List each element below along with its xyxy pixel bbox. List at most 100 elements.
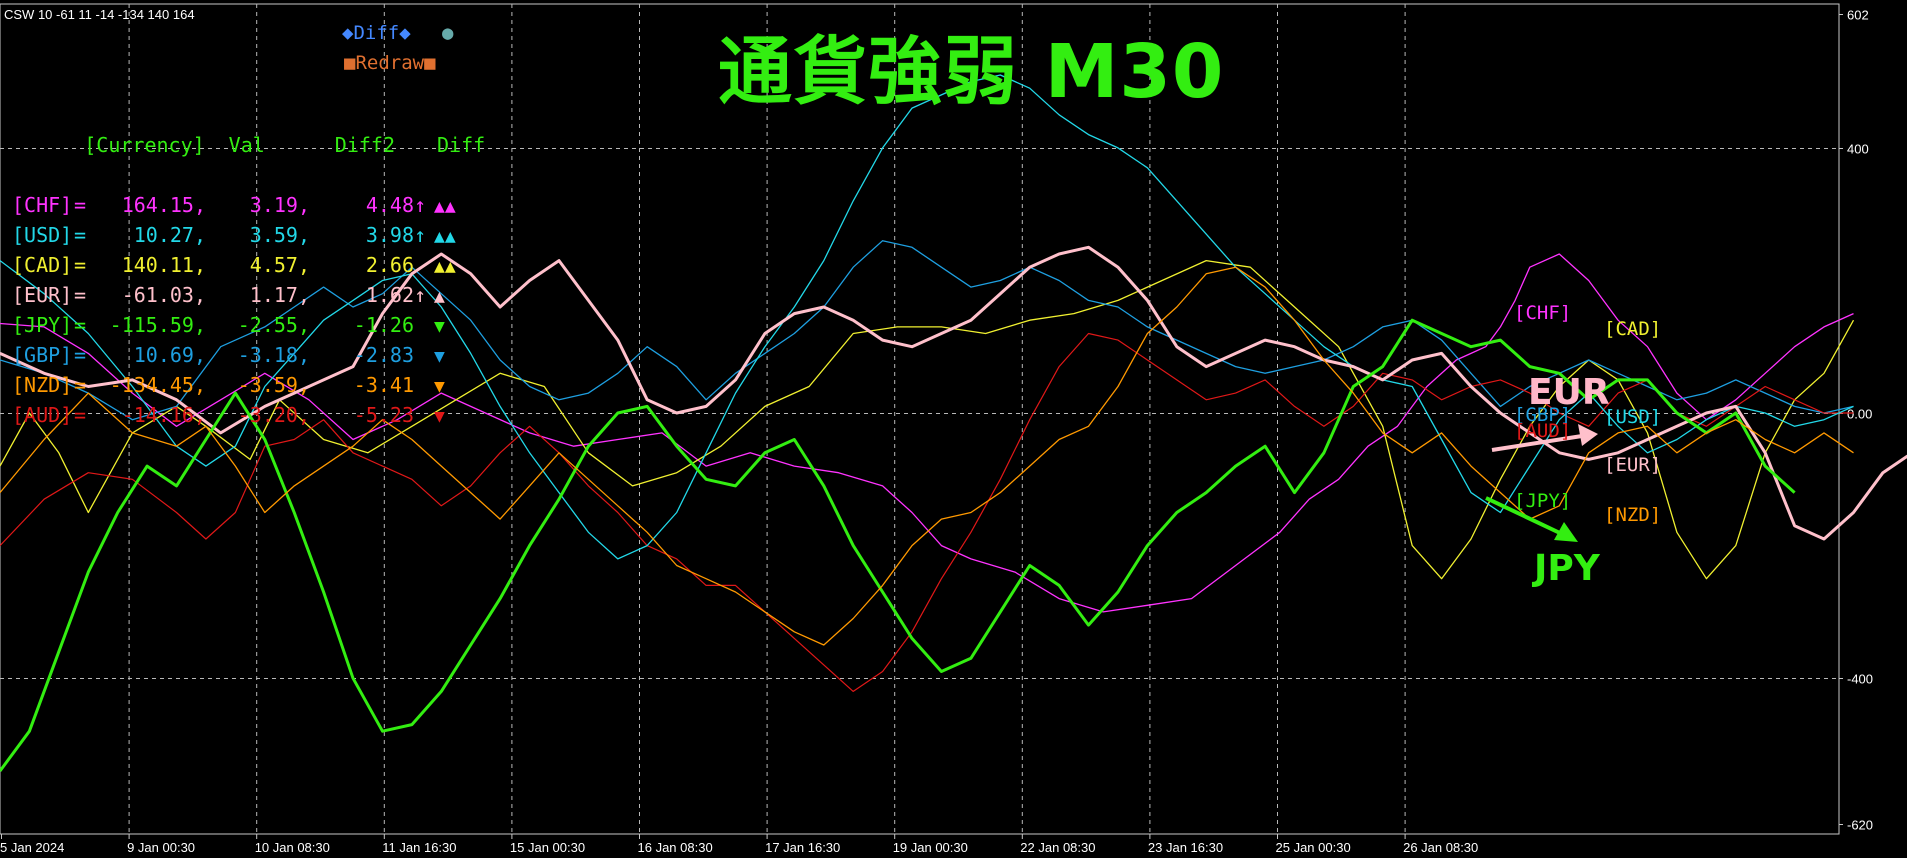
diff-button[interactable]: ◆Diff◆ (342, 22, 411, 44)
row-currency: [USD] (12, 223, 73, 247)
row-val: -61.03, (121, 283, 206, 307)
right-label-nzd: [NZD] (1604, 504, 1662, 526)
row-currency: [GBP] (12, 343, 73, 367)
plot-frame (0, 3, 1840, 835)
row-trend-icon: ▲▲ (434, 196, 456, 217)
right-label-cad: [CAD] (1604, 318, 1662, 340)
y-tick-label: 400 (1847, 142, 1869, 157)
y-tick-label: -400 (1847, 672, 1873, 687)
row-val: 140.11, (121, 253, 206, 277)
eur-arrow-line (1491, 434, 1583, 452)
jpy-annotation: JPY (1534, 548, 1600, 589)
table-row: [CHF]= 164.15, 3.19, 4.48↑ ▲▲ (12, 190, 494, 220)
row-diff: -2.83 (353, 343, 414, 367)
row-diff: 2.66 (365, 253, 414, 277)
series-line-jpy (0, 318, 1796, 772)
row-currency: [CAD] (12, 253, 73, 277)
row-eq: = (74, 313, 87, 337)
table-row: [AUD]= -14.16, -3.20, -5.23 ▼ (12, 400, 494, 430)
series-line-usd (0, 74, 1854, 560)
row-val: 10.27, (133, 223, 206, 247)
eur-arrow-head (1578, 424, 1598, 446)
row-eq: = (74, 403, 87, 427)
header-currency: [Currency] (84, 133, 205, 157)
right-label-chf: [CHF] (1514, 302, 1572, 324)
x-tick-label: 5 Jan 2024 (0, 840, 64, 855)
row-val: -115.59, (109, 313, 206, 337)
chart-title: 通貨強弱 M30 (718, 29, 1225, 115)
x-tick-label: 10 Jan 08:30 (255, 840, 330, 855)
series-line-aud (0, 332, 1854, 692)
row-trend-icon: ▲▲ (434, 256, 456, 277)
jpy-arrow-line (1485, 496, 1563, 536)
right-label-jpy: [JPY] (1514, 490, 1572, 512)
redraw-button[interactable]: ■Redraw■ (344, 52, 436, 74)
x-tick-label: 19 Jan 00:30 (893, 840, 968, 855)
row-currency: [AUD] (12, 403, 73, 427)
row-diff: -5.23 (353, 403, 414, 427)
row-val: -134.45, (109, 373, 206, 397)
y-tick-label: 0.00 (1847, 407, 1872, 422)
series-line-eur (0, 245, 1907, 541)
row-diff: -1.26 (353, 313, 414, 337)
row-arrow: ↑ (414, 283, 427, 307)
row-trend-icon: ▼ (434, 406, 445, 427)
x-tick-label: 23 Jan 16:30 (1148, 840, 1223, 855)
row-diff2: 1.17, (249, 283, 310, 307)
series-line-cad (0, 259, 1855, 580)
row-trend-icon: ▼ (434, 316, 445, 337)
row-val: 10.69, (133, 343, 206, 367)
strength-table: [Currency] Val Diff2 Diff [CHF]= 164.15, 3.19… (12, 40, 494, 490)
row-currency: [EUR] (12, 283, 73, 307)
row-diff2: 4.57, (249, 253, 310, 277)
row-val: 164.15, (121, 193, 206, 217)
x-tick-label: 22 Jan 08:30 (1020, 840, 1095, 855)
x-tick-label: 25 Jan 00:30 (1276, 840, 1351, 855)
jpy-arrow-head (1554, 522, 1578, 542)
y-tick-label: 602 (1847, 8, 1869, 23)
row-currency: [CHF] (12, 193, 73, 217)
row-diff2: -3.18, (237, 343, 310, 367)
table-row: [CAD]= 140.11, 4.57, 2.66 ▲▲ (12, 250, 494, 280)
row-eq: = (74, 343, 87, 367)
row-diff: -3.41 (353, 373, 414, 397)
row-trend-icon: ▼ (434, 376, 445, 397)
row-eq: = (74, 193, 87, 217)
x-tick-label: 26 Jan 08:30 (1403, 840, 1478, 855)
row-trend-icon: ▼ (434, 346, 445, 367)
row-diff2: -3.59, (237, 373, 310, 397)
row-arrow: ↑ (414, 193, 427, 217)
row-currency: [JPY] (12, 313, 73, 337)
x-tick-label: 9 Jan 00:30 (127, 840, 195, 855)
table-row: [EUR]= -61.03, 1.17, 1.62↑ ▲ (12, 280, 494, 310)
header-diff: Diff (437, 133, 486, 157)
row-diff2: -3.20, (237, 403, 310, 427)
status-line: CSW 10 -61 11 -14 -134 140 164 (4, 7, 195, 22)
header-val: Val (228, 133, 265, 157)
row-trend-icon: ▲▲ (434, 226, 456, 247)
right-label-aud: [AUD] (1514, 420, 1572, 442)
right-label-usd: [USD] (1604, 406, 1662, 428)
table-row: [NZD]= -134.45, -3.59, -3.41 ▼ (12, 370, 494, 400)
row-diff: 3.98 (365, 223, 414, 247)
row-arrow: ↑ (414, 223, 427, 247)
diff-toggle-icon[interactable]: ● (442, 22, 454, 44)
row-diff: 1.62 (365, 283, 414, 307)
x-tick-label: 16 Jan 08:30 (638, 840, 713, 855)
right-label-eur: [EUR] (1604, 454, 1662, 476)
table-row: [GBP]= 10.69, -3.18, -2.83 ▼ (12, 340, 494, 370)
series-line-chf (0, 253, 1854, 613)
header-diff2: Diff2 (334, 133, 396, 157)
row-eq: = (74, 373, 87, 397)
row-trend-icon: ▲ (434, 286, 445, 307)
right-label-gbp: [GBP] (1514, 404, 1572, 426)
table-row: [USD]= 10.27, 3.59, 3.98↑ ▲▲ (12, 220, 494, 250)
row-eq: = (74, 223, 87, 247)
row-val: -14.16, (121, 403, 206, 427)
x-tick-label: 15 Jan 00:30 (510, 840, 585, 855)
row-diff: 4.48 (365, 193, 414, 217)
row-diff2: -2.55, (237, 313, 310, 337)
row-diff2: 3.59, (249, 223, 310, 247)
eur-annotation: EUR (1528, 372, 1610, 413)
